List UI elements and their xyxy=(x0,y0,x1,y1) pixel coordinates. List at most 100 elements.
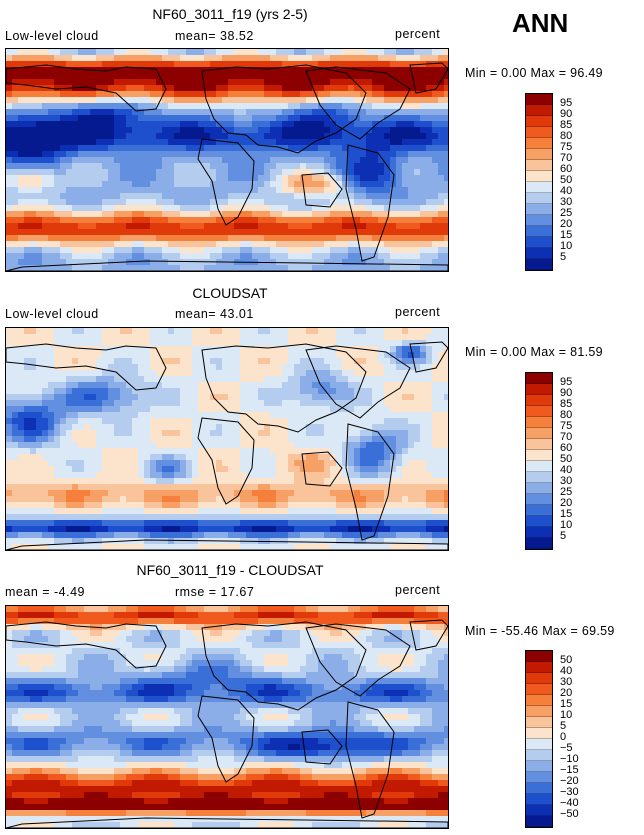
field-cell xyxy=(342,382,349,389)
field-cell xyxy=(168,265,175,271)
field-cell xyxy=(240,358,247,365)
field-cell xyxy=(246,490,253,497)
field-cell xyxy=(126,400,133,407)
field-cell xyxy=(396,382,403,389)
field-cell xyxy=(24,97,31,104)
field-cell xyxy=(156,61,163,68)
field-cell xyxy=(246,472,253,479)
field-cell xyxy=(420,49,427,56)
field-cell xyxy=(72,253,79,260)
field-cell xyxy=(390,241,397,248)
field-cell xyxy=(342,364,349,371)
field-cell xyxy=(246,253,253,260)
field-cell xyxy=(270,163,277,170)
field-cell xyxy=(42,253,49,260)
field-cell xyxy=(252,241,259,248)
field-cell xyxy=(432,472,439,479)
field-cell xyxy=(300,241,307,248)
field-cell xyxy=(354,241,361,248)
field-cell xyxy=(180,490,187,497)
field-cell xyxy=(24,67,31,74)
field-cell xyxy=(108,478,115,485)
field-cell xyxy=(360,61,367,68)
field-cell xyxy=(438,193,445,200)
field-cell xyxy=(408,496,415,503)
field-cell xyxy=(126,85,133,92)
field-cell xyxy=(390,394,397,401)
field-cell xyxy=(240,406,247,413)
field-cell xyxy=(408,424,415,431)
field-cell xyxy=(192,490,199,497)
field-cell xyxy=(138,358,145,365)
field-cell xyxy=(156,115,163,122)
field-cell xyxy=(198,91,205,98)
field-cell xyxy=(192,205,199,212)
field-cell xyxy=(312,157,319,164)
field-cell xyxy=(378,157,385,164)
field-cell xyxy=(312,340,319,347)
field-cell xyxy=(252,169,259,176)
field-cell xyxy=(18,400,25,407)
field-cell xyxy=(402,259,409,266)
field-cell xyxy=(54,394,61,401)
field-cell xyxy=(288,217,295,224)
field-cell xyxy=(54,91,61,98)
field-cell xyxy=(18,412,25,419)
field-cell xyxy=(222,115,229,122)
field-cell xyxy=(384,340,391,347)
field-cell xyxy=(360,79,367,86)
field-cell xyxy=(228,370,235,377)
field-cell xyxy=(282,109,289,116)
field-cell xyxy=(396,424,403,431)
field-cell xyxy=(318,436,325,443)
field-cell xyxy=(210,73,217,80)
field-cell xyxy=(198,97,205,104)
field-cell xyxy=(258,430,265,437)
field-cell xyxy=(114,265,121,271)
field-cell xyxy=(60,382,67,389)
field-cell xyxy=(312,241,319,248)
field-cell xyxy=(198,376,205,383)
field-cell xyxy=(168,448,175,455)
field-cell xyxy=(36,109,43,116)
field-cell xyxy=(348,187,355,194)
field-cell xyxy=(384,448,391,455)
field-cell xyxy=(12,163,19,170)
field-cell xyxy=(330,436,337,443)
field-cell xyxy=(426,388,433,395)
field-cell xyxy=(168,406,175,413)
field-cell xyxy=(66,460,73,467)
field-cell xyxy=(84,121,91,128)
field-cell xyxy=(168,85,175,92)
field-cell xyxy=(342,442,349,449)
field-cell xyxy=(348,145,355,152)
field-cell xyxy=(108,97,115,104)
field-cell xyxy=(228,334,235,341)
field-cell xyxy=(246,223,253,230)
field-cell xyxy=(156,424,163,431)
field-cell xyxy=(300,211,307,218)
field-cell xyxy=(216,223,223,230)
field-cell xyxy=(276,352,283,359)
field-cell xyxy=(84,460,91,467)
field-cell xyxy=(372,352,379,359)
field-cell xyxy=(216,352,223,359)
field-cell xyxy=(288,502,295,509)
field-cell xyxy=(282,85,289,92)
field-cell xyxy=(42,400,49,407)
field-cell xyxy=(324,223,331,230)
field-cell xyxy=(228,358,235,365)
field-cell xyxy=(396,181,403,188)
field-cell xyxy=(6,145,13,152)
field-cell xyxy=(414,484,421,491)
field-cell xyxy=(24,418,31,425)
field-cell xyxy=(48,223,55,230)
field-cell xyxy=(420,265,427,271)
field-cell xyxy=(54,472,61,479)
field-cell xyxy=(162,424,169,431)
field-cell xyxy=(282,169,289,176)
field-cell xyxy=(426,424,433,431)
field-cell xyxy=(318,133,325,140)
field-cell xyxy=(180,91,187,98)
field-cell xyxy=(252,109,259,116)
